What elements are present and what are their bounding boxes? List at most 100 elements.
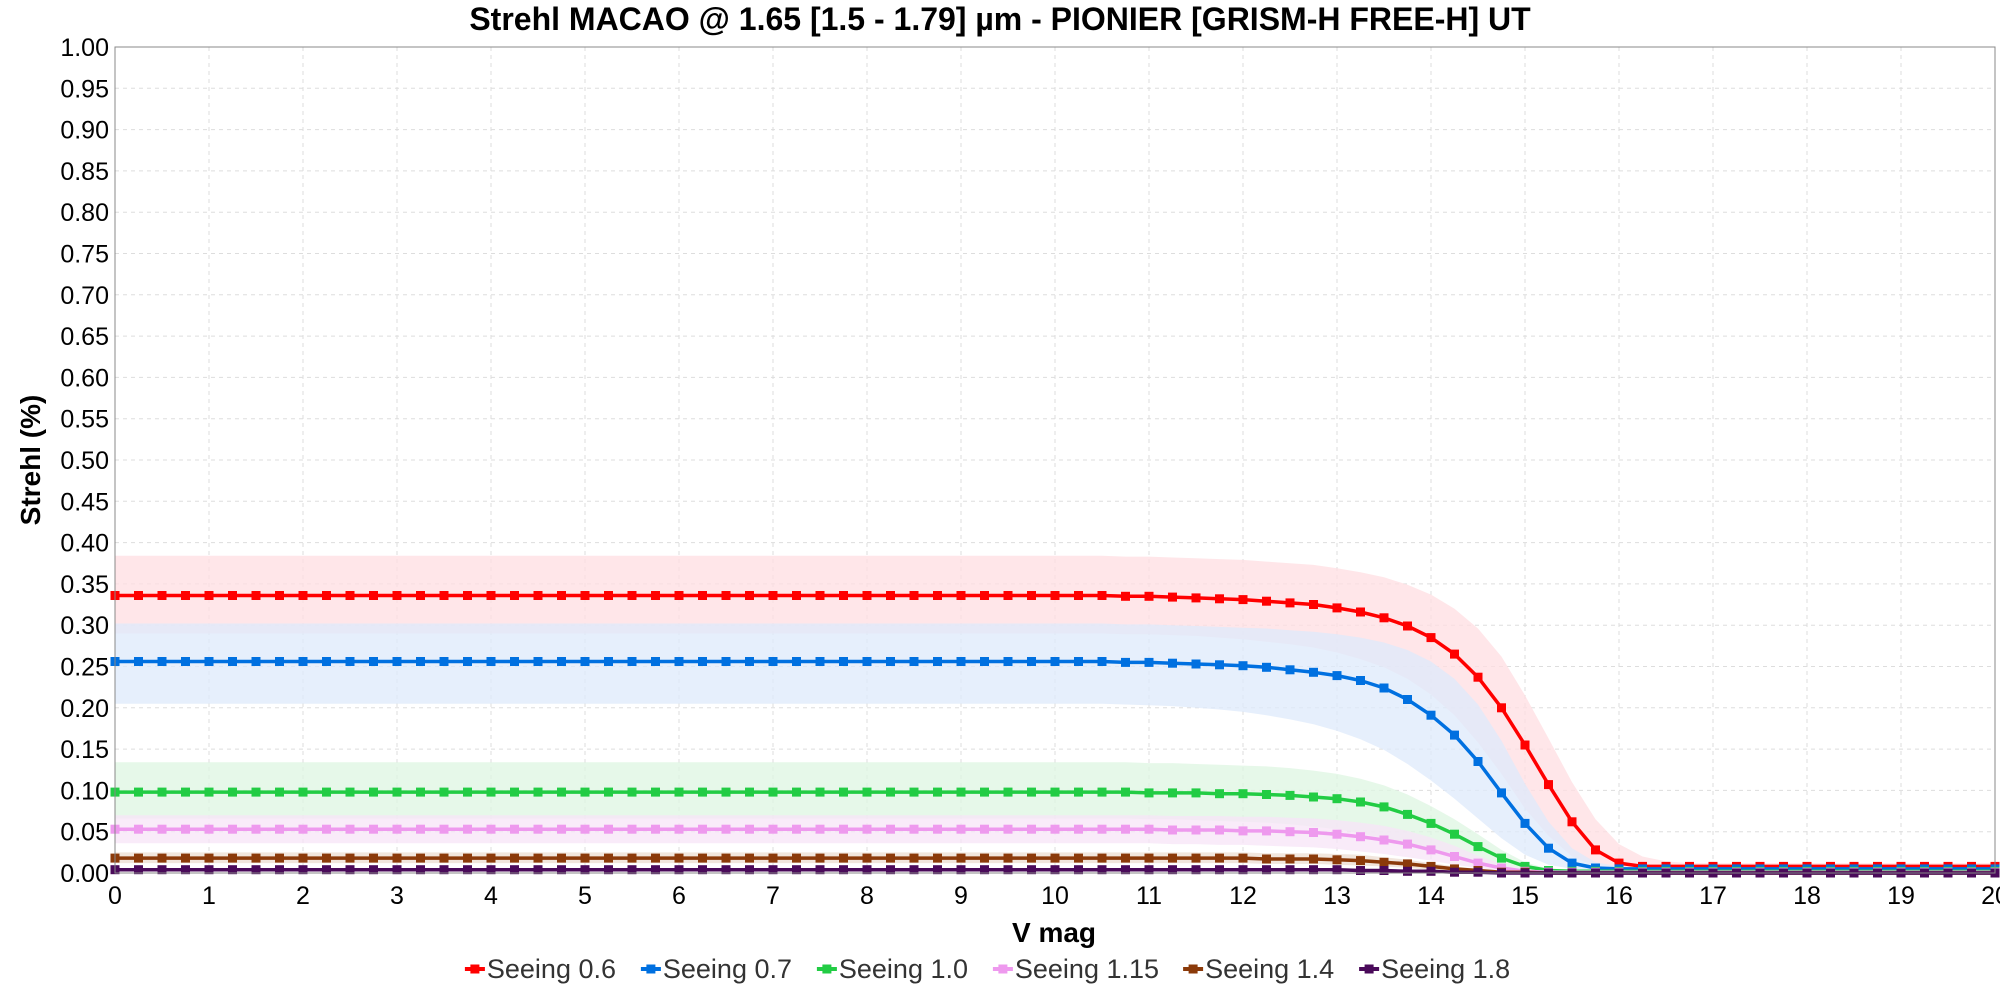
legend-item-seeing-1-8[interactable]: Seeing 1.8 xyxy=(1359,954,1510,984)
point-seeing-1-15 xyxy=(1356,832,1365,842)
point-seeing-0-7 xyxy=(1215,660,1224,670)
point-seeing-1-0 xyxy=(792,787,801,797)
point-seeing-0-7 xyxy=(275,657,284,666)
chart-title: Strehl MACAO @ 1.65 [1.5 - 1.79] µm - PI… xyxy=(469,1,1531,37)
point-seeing-1-4 xyxy=(1168,853,1177,863)
point-seeing-1-8 xyxy=(510,865,519,875)
point-seeing-0-7 xyxy=(1309,667,1318,677)
point-seeing-1-0 xyxy=(651,787,660,797)
point-seeing-1-8 xyxy=(815,865,825,875)
point-seeing-0-7 xyxy=(1403,695,1412,704)
point-seeing-0-7 xyxy=(1262,662,1271,672)
point-seeing-0-6 xyxy=(228,591,237,600)
point-seeing-1-8 xyxy=(1309,865,1318,875)
point-seeing-0-6 xyxy=(933,591,942,600)
y-tick-label: 0.00 xyxy=(60,860,109,888)
point-seeing-1-8 xyxy=(204,865,214,875)
point-seeing-1-8 xyxy=(1332,865,1342,875)
point-seeing-1-8 xyxy=(604,865,613,875)
y-tick-label: 0.85 xyxy=(60,158,109,186)
y-tick-label: 0.15 xyxy=(60,736,109,764)
point-seeing-1-8 xyxy=(439,865,449,875)
point-seeing-1-0 xyxy=(228,787,237,797)
y-tick-label: 0.35 xyxy=(60,571,109,599)
y-tick-label: 1.00 xyxy=(60,34,109,62)
point-seeing-1-8 xyxy=(933,865,942,875)
point-seeing-1-0 xyxy=(1379,802,1389,812)
point-seeing-1-8 xyxy=(345,865,355,875)
legend-item-seeing-1-15[interactable]: Seeing 1.15 xyxy=(992,954,1159,984)
point-seeing-1-15 xyxy=(298,824,308,834)
point-seeing-1-15 xyxy=(815,824,825,834)
point-seeing-0-6 xyxy=(392,591,402,600)
x-tick-label: 19 xyxy=(1887,882,1915,910)
legend-item-seeing-0-7[interactable]: Seeing 0.7 xyxy=(640,954,792,984)
point-seeing-1-0 xyxy=(1520,861,1530,871)
point-seeing-1-15 xyxy=(1332,829,1342,839)
point-seeing-1-15 xyxy=(392,824,402,834)
point-seeing-1-4 xyxy=(392,853,402,863)
point-seeing-0-6 xyxy=(1262,596,1271,606)
point-seeing-1-15 xyxy=(1050,824,1060,834)
point-seeing-0-7 xyxy=(721,657,731,666)
point-seeing-0-6 xyxy=(839,591,848,600)
legend-item-seeing-0-6[interactable]: Seeing 0.6 xyxy=(464,954,616,984)
point-seeing-0-6 xyxy=(1027,591,1036,600)
point-seeing-1-15 xyxy=(909,824,919,834)
point-seeing-0-7 xyxy=(1567,858,1577,868)
legend-item-seeing-1-4[interactable]: Seeing 1.4 xyxy=(1183,954,1334,984)
y-tick-labels: 0.00 0.05 0.10 0.15 0.20 0.25 0.30 0.35 0.40 0.45… xyxy=(60,34,109,888)
point-seeing-1-4 xyxy=(251,853,261,863)
point-seeing-1-15 xyxy=(1168,825,1177,835)
x-tick-label: 7 xyxy=(766,882,780,910)
point-seeing-1-0 xyxy=(369,787,378,797)
point-seeing-1-15 xyxy=(1309,828,1318,837)
point-seeing-0-6 xyxy=(1003,591,1013,600)
point-seeing-1-15 xyxy=(745,824,754,834)
point-seeing-1-15 xyxy=(1097,824,1107,834)
point-seeing-1-8 xyxy=(1379,866,1389,875)
point-seeing-1-8 xyxy=(228,865,237,875)
point-seeing-1-8 xyxy=(651,865,660,875)
y-tick-label: 0.75 xyxy=(60,241,109,269)
x-axis-title: V mag xyxy=(1012,917,1096,948)
point-seeing-1-0 xyxy=(298,787,308,797)
point-seeing-0-6 xyxy=(1144,591,1154,601)
point-seeing-1-8 xyxy=(392,865,402,875)
legend-item-seeing-1-0[interactable]: Seeing 1.0 xyxy=(816,954,968,984)
point-seeing-0-7 xyxy=(345,657,355,666)
point-seeing-1-4 xyxy=(134,853,143,863)
point-seeing-0-6 xyxy=(1614,858,1624,868)
point-seeing-1-15 xyxy=(533,824,543,834)
point-seeing-1-0 xyxy=(134,787,143,797)
point-seeing-1-0 xyxy=(1285,790,1295,800)
point-seeing-1-8 xyxy=(1356,866,1365,875)
point-seeing-0-7 xyxy=(1356,676,1365,685)
x-tick-label: 12 xyxy=(1229,882,1257,910)
point-seeing-1-8 xyxy=(1168,865,1177,875)
point-seeing-0-6 xyxy=(674,591,684,600)
x-tick-label: 13 xyxy=(1323,882,1351,910)
point-seeing-1-15 xyxy=(792,824,801,834)
point-seeing-0-7 xyxy=(251,657,261,666)
point-seeing-1-15 xyxy=(1403,839,1412,849)
point-seeing-0-7 xyxy=(886,657,895,666)
x-tick-labels: 01234567891011121314151617181920 xyxy=(108,882,2000,910)
point-seeing-1-4 xyxy=(604,853,613,863)
point-seeing-0-7 xyxy=(627,657,637,666)
point-seeing-0-6 xyxy=(1426,633,1436,643)
point-seeing-0-7 xyxy=(792,657,801,666)
point-seeing-0-6 xyxy=(1215,594,1224,604)
point-seeing-1-8 xyxy=(157,865,167,875)
point-seeing-1-0 xyxy=(322,787,331,797)
point-seeing-1-4 xyxy=(792,853,801,863)
point-seeing-1-8 xyxy=(1473,867,1483,877)
point-seeing-1-15 xyxy=(345,824,355,834)
point-seeing-1-0 xyxy=(1403,809,1412,819)
point-seeing-1-8 xyxy=(275,865,284,875)
point-seeing-1-4 xyxy=(651,853,660,863)
point-seeing-0-7 xyxy=(1003,657,1013,666)
point-seeing-0-6 xyxy=(134,591,143,600)
point-seeing-0-7 xyxy=(510,657,519,666)
